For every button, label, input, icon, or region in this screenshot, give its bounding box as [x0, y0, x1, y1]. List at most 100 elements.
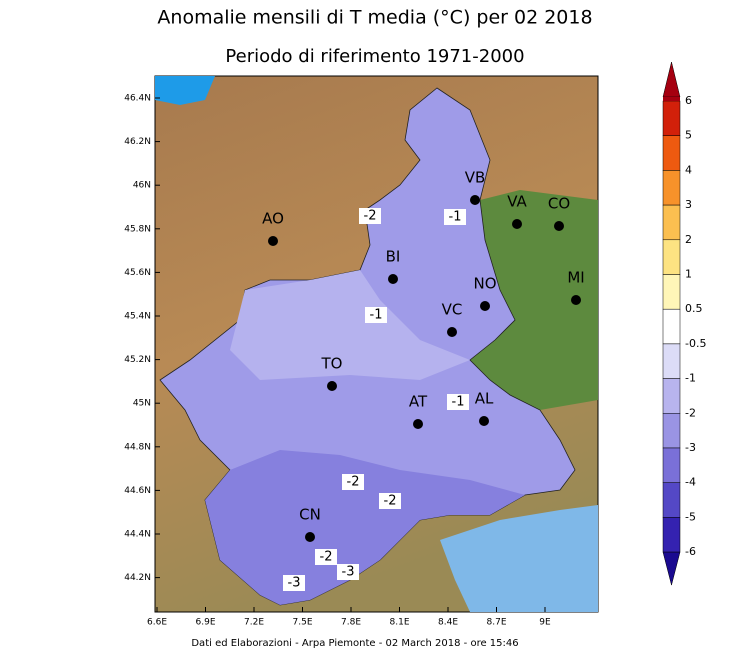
contour-label: -1 — [452, 395, 465, 410]
contour-label-bg — [365, 307, 387, 323]
city-dot — [305, 532, 315, 542]
colorbar-end — [663, 97, 680, 101]
city-label: VA — [507, 193, 527, 211]
contour-label-bg — [359, 208, 381, 224]
lat-tick-label: 44.6N — [124, 486, 151, 496]
city-label: CN — [299, 506, 321, 524]
colorbar-label: 5 — [685, 129, 692, 142]
lat-tick-label: 44.2N — [124, 573, 151, 583]
footer: Dati ed Elaborazioni - Arpa Piemonte - 0… — [191, 638, 518, 649]
city-dot — [413, 419, 423, 429]
contour-label: -2 — [347, 475, 360, 490]
colorbar-label: -4 — [685, 476, 696, 489]
contour-label: -1 — [449, 210, 462, 225]
city-label: VB — [465, 169, 486, 187]
city-dot — [479, 416, 489, 426]
contour-label-bg — [315, 549, 337, 565]
lat-tick-label: 46N — [133, 181, 151, 191]
lat-tick-label: 45N — [133, 399, 151, 409]
plain — [470, 190, 598, 410]
contour-label: -2 — [384, 494, 397, 509]
colorbar-label: 3 — [685, 198, 692, 211]
colorbar-segment — [662, 274, 681, 310]
sea — [440, 505, 598, 612]
colorbar-segment — [662, 343, 681, 379]
lat-tick-label: 44.8N — [124, 442, 151, 452]
contour-label-bg — [283, 575, 305, 591]
contour-label: -3 — [288, 576, 301, 591]
colorbar-label: -2 — [685, 406, 696, 419]
city-label: AT — [409, 393, 428, 411]
colorbar-label: 6 — [685, 94, 692, 107]
colorbar-segment — [662, 378, 681, 414]
city-dot — [447, 327, 457, 337]
colorbar-segment — [662, 413, 681, 449]
city-label: BI — [386, 248, 401, 266]
lon-tick-label: 7.2E — [244, 618, 264, 628]
title: Anomalie mensili di T media (°C) per 02 … — [157, 7, 592, 29]
city-dot — [480, 301, 490, 311]
city-dot — [327, 381, 337, 391]
colorbar-label: -0.5 — [685, 337, 706, 350]
city-label: AL — [475, 390, 494, 408]
lon-tick-label: 7.8E — [341, 618, 361, 628]
colorbar-label: 4 — [685, 163, 692, 176]
city-label: NO — [473, 275, 496, 293]
contour-label-bg — [444, 209, 466, 225]
contour-label-bg — [337, 564, 359, 580]
colorbar-label: 1 — [685, 268, 692, 281]
contour-label-bg — [342, 474, 364, 490]
city-label: VC — [442, 301, 463, 319]
contour-label: -2 — [364, 209, 377, 224]
city-dot — [512, 219, 522, 229]
colorbar-segment — [662, 482, 681, 518]
colorbar-segment — [662, 447, 681, 483]
lon-tick-label: 9E — [539, 618, 551, 628]
colorbar-segment — [662, 517, 681, 553]
city-label: TO — [321, 355, 343, 373]
lat-tick-label: 45.4N — [124, 312, 151, 322]
map — [154, 75, 599, 613]
region-north — [230, 270, 470, 380]
city-label: AO — [262, 210, 284, 228]
colorbar-segment — [662, 100, 681, 136]
city-dot — [268, 236, 278, 246]
city-dot — [571, 295, 581, 305]
colorbar-segment — [662, 239, 681, 275]
colorbar-label: 2 — [685, 233, 692, 246]
colorbar-label: -3 — [685, 441, 696, 454]
lat-tick-label: 45.2N — [124, 355, 151, 365]
lon-tick-label: 8.4E — [438, 618, 458, 628]
lat-tick-label: 46.4N — [124, 94, 151, 104]
contour-label-bg — [447, 394, 469, 410]
colorbar-label: 0.5 — [685, 302, 703, 315]
colorbar-segment — [662, 135, 681, 171]
colorbar-label: -1 — [685, 372, 696, 385]
lake — [155, 76, 215, 105]
lat-tick-label: 46.2N — [124, 137, 151, 147]
lon-tick-label: 6.9E — [196, 618, 216, 628]
contour-label: -1 — [370, 308, 383, 323]
lon-tick-label: 8.1E — [390, 618, 410, 628]
lon-tick-label: 6.6E — [147, 618, 167, 628]
contour-label: -3 — [342, 565, 355, 580]
colorbar-label: -6 — [685, 545, 696, 558]
colorbar-bottom — [662, 551, 681, 586]
city-dot — [388, 274, 398, 284]
colorbar-top — [662, 61, 681, 98]
colorbar-segment — [662, 170, 681, 206]
lon-tick-label: 8.7E — [487, 618, 507, 628]
colorbar-segment — [662, 204, 681, 241]
city-dot — [470, 195, 480, 205]
city-dot — [554, 221, 564, 231]
region-south — [205, 450, 525, 605]
lat-tick-label: 45.6N — [124, 268, 151, 278]
contour-label-bg — [379, 493, 401, 509]
colorbar-label: -5 — [685, 510, 696, 523]
lat-tick-label: 45.8N — [124, 224, 151, 234]
subtitle: Periodo di riferimento 1971-2000 — [225, 46, 524, 67]
lat-tick-label: 44.4N — [124, 530, 151, 540]
lon-tick-label: 7.5E — [293, 618, 313, 628]
city-label: MI — [567, 269, 584, 287]
